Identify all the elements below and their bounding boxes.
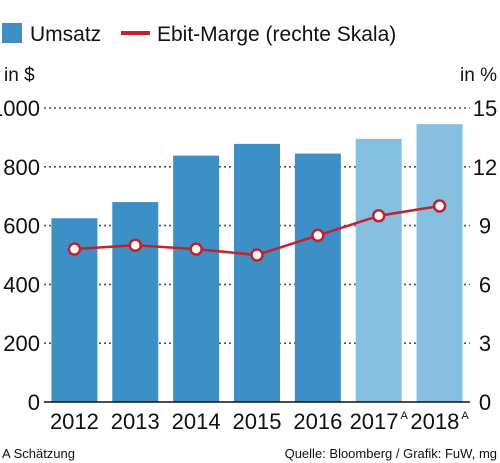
x-tick-label: 2017 A xyxy=(350,409,409,434)
right-axis-ticks: 0 3 6 9 12 15 xyxy=(473,96,497,415)
left-axis-unit: in $ xyxy=(4,65,35,86)
point-ebit-marge-2015 xyxy=(250,248,264,262)
footnote: A Schätzung xyxy=(2,446,75,461)
right-tick-label: 0 xyxy=(479,390,491,415)
bar-umsatz-2014 xyxy=(173,155,220,402)
legend-label-ebit-marge: Ebit-Marge (rechte Skala) xyxy=(157,23,396,46)
bar-umsatz-2018 xyxy=(416,124,463,403)
bar-umsatz-2015 xyxy=(234,143,280,403)
left-tick-label: 600 xyxy=(3,214,40,239)
x-tick-label: 2012 xyxy=(50,409,99,434)
x-tick-label: 2013 xyxy=(111,409,160,434)
legend-swatch-umsatz xyxy=(2,23,22,43)
right-tick-label: 6 xyxy=(479,272,491,297)
right-tick-label: 15 xyxy=(473,96,497,121)
left-tick-label: 200 xyxy=(3,331,40,356)
x-axis-ticks: 2012 2013 2014 2015 2016 2017 A 2018 A xyxy=(50,409,469,434)
source-credit: Quelle: Bloomberg / Grafik: FuW, mg xyxy=(285,446,497,461)
point-ebit-marge-2013 xyxy=(128,238,143,252)
left-tick-label: 800 xyxy=(3,155,40,180)
bar-umsatz-2017 xyxy=(355,138,402,402)
right-axis-unit: in % xyxy=(460,65,497,86)
legend-label-umsatz: Umsatz xyxy=(30,23,101,46)
bar-umsatz-2013 xyxy=(112,202,159,402)
bars xyxy=(51,124,463,403)
x-tick-label: 2014 xyxy=(172,409,221,434)
point-ebit-marge-2018 xyxy=(432,199,447,213)
point-ebit-marge-2017 xyxy=(371,209,386,223)
right-tick-label: 9 xyxy=(479,214,491,239)
left-tick-label: 0 xyxy=(28,390,40,415)
left-tick-label: 1000 xyxy=(0,96,40,121)
bar-umsatz-2016 xyxy=(294,153,341,402)
ebit-marge-line xyxy=(67,199,447,262)
point-ebit-marge-2016 xyxy=(311,228,325,243)
right-tick-label: 3 xyxy=(479,331,491,356)
x-tick-label: 2018 A xyxy=(410,409,469,434)
legend: Umsatz Ebit-Marge (rechte Skala) xyxy=(2,23,396,46)
point-ebit-marge-2014 xyxy=(189,242,203,256)
point-ebit-marge-2012 xyxy=(67,242,82,256)
x-tick-label: 2016 xyxy=(293,409,342,434)
x-tick-label: 2015 xyxy=(233,409,282,434)
left-tick-label: 400 xyxy=(3,272,40,297)
left-axis-ticks: 0 200 400 600 800 1000 xyxy=(0,96,40,415)
right-tick-label: 12 xyxy=(473,155,497,180)
